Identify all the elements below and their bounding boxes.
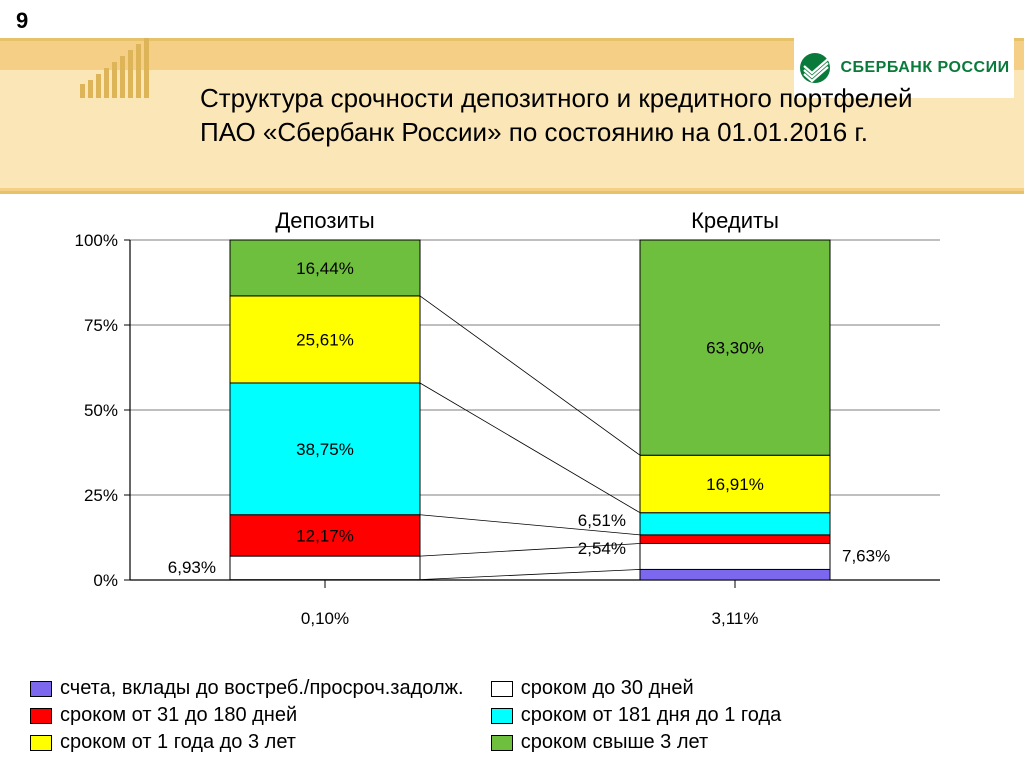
svg-text:Кредиты: Кредиты <box>691 208 779 233</box>
legend-item: сроком свыше 3 лет <box>491 731 952 754</box>
legend-label: сроком до 30 дней <box>521 677 694 700</box>
slide-title: Структура срочности депозитного и кредит… <box>200 82 920 150</box>
legend-swatch <box>30 708 52 724</box>
maturity-structure-chart: 0% 25% 50% 75% 100% 12,17% 38,75% 25,61% 16,44% 1… <box>30 200 990 760</box>
svg-text:25,61%: 25,61% <box>296 330 354 349</box>
legend-swatch <box>30 681 52 697</box>
legend-item: сроком до 30 дней <box>491 677 952 700</box>
svg-text:16,44%: 16,44% <box>296 259 354 278</box>
legend-label: сроком от 1 года до 3 лет <box>60 731 296 754</box>
svg-text:0%: 0% <box>93 571 118 590</box>
svg-text:2,54%: 2,54% <box>578 539 626 558</box>
svg-text:6,51%: 6,51% <box>578 511 626 530</box>
sberbank-logo-text: СБЕРБАНК РОССИИ <box>840 59 1009 77</box>
svg-text:Депозиты: Депозиты <box>275 208 374 233</box>
legend-swatch <box>491 708 513 724</box>
legend-label: счета, вклады до востреб./просроч.задолж… <box>60 677 464 700</box>
svg-text:3,11%: 3,11% <box>712 609 759 628</box>
legend-item: счета, вклады до востреб./просроч.задолж… <box>30 677 491 700</box>
legend-item: сроком от 181 дня до 1 года <box>491 704 952 727</box>
svg-text:12,17%: 12,17% <box>296 526 354 545</box>
legend-label: сроком от 181 дня до 1 года <box>521 704 781 727</box>
svg-text:7,63%: 7,63% <box>842 546 890 565</box>
chart-legend: счета, вклады до востреб./просроч.задолж… <box>30 677 990 758</box>
svg-text:16,91%: 16,91% <box>706 475 764 494</box>
svg-text:75%: 75% <box>84 316 118 335</box>
legend-label: сроком свыше 3 лет <box>521 731 708 754</box>
svg-text:25%: 25% <box>84 486 118 505</box>
legend-label: сроком от 31 до 180 дней <box>60 704 297 727</box>
svg-text:50%: 50% <box>84 401 118 420</box>
legend-item: сроком от 31 до 180 дней <box>30 704 491 727</box>
svg-text:6,93%: 6,93% <box>168 558 216 577</box>
svg-text:38,75%: 38,75% <box>296 440 354 459</box>
svg-text:63,30%: 63,30% <box>706 339 764 358</box>
decorative-bars <box>80 38 149 98</box>
legend-swatch <box>30 735 52 751</box>
sberbank-logo-icon <box>798 51 832 85</box>
page-number: 9 <box>16 8 28 34</box>
legend-swatch <box>491 681 513 697</box>
legend-item: сроком от 1 года до 3 лет <box>30 731 491 754</box>
svg-text:0,10%: 0,10% <box>301 609 349 628</box>
svg-text:100%: 100% <box>75 231 118 250</box>
chart-svg: 0% 25% 50% 75% 100% 12,17% 38,75% 25,61% 16,44% 1… <box>30 200 990 670</box>
legend-swatch <box>491 735 513 751</box>
